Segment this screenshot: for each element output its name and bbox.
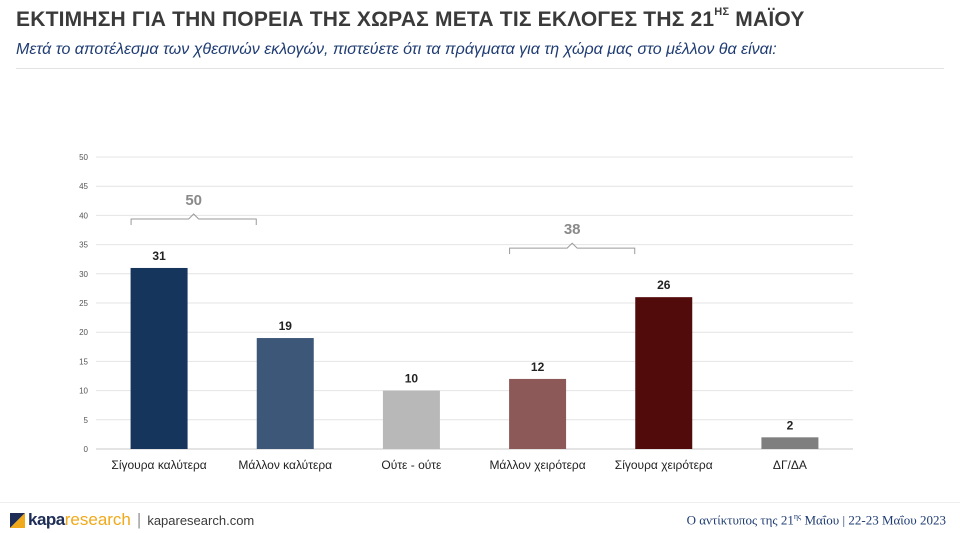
x-tick-label: Ούτε - ούτε <box>381 458 442 472</box>
data-label: 19 <box>279 319 293 333</box>
bracket-label: 38 <box>564 221 581 238</box>
page-title: ΕΚΤΙΜΗΣΗ ΓΙΑ ΤΗΝ ΠΟΡΕΙΑ ΤΗΣ ΧΩΡΑΣ ΜΕΤΑ Τ… <box>16 6 805 32</box>
x-tick-label: Σίγουρα καλύτερα <box>111 458 206 472</box>
bracket-line <box>130 213 257 225</box>
data-label: 12 <box>531 360 545 374</box>
bar <box>256 338 314 449</box>
x-tick-label: ΔΓ/ΔΑ <box>773 458 807 472</box>
page-subtitle: Μετά το αποτέλεσμα των χθεσινών εκλογών,… <box>16 41 777 58</box>
y-tick-label: 20 <box>79 328 88 337</box>
bar <box>130 267 188 449</box>
x-tick-label: Μάλλον χειρότερα <box>489 458 585 472</box>
y-tick-label: 45 <box>79 182 88 191</box>
bar <box>509 378 567 449</box>
y-tick-label: 40 <box>79 211 88 220</box>
bar <box>635 297 693 449</box>
title-end: ΜΑΪΟΥ <box>729 8 805 31</box>
y-tick-label: 35 <box>79 241 88 250</box>
y-tick-label: 5 <box>84 416 89 425</box>
x-tick-label: Μάλλον καλύτερα <box>238 458 332 472</box>
bracket-line <box>509 242 636 255</box>
logo-word-bold: kapa <box>28 510 65 529</box>
data-label: 31 <box>152 249 166 263</box>
footer-caption-prefix: Ο αντίκτυπος της 21 <box>686 512 794 528</box>
title-superscript: ΗΣ <box>714 6 730 18</box>
bar <box>761 437 819 449</box>
y-tick-label: 10 <box>79 387 88 396</box>
footer-caption-mid: Μαΐου | <box>801 512 849 528</box>
logo-separator: | <box>136 510 142 529</box>
logo-mark-icon <box>10 512 25 528</box>
data-label: 26 <box>657 278 671 292</box>
y-tick-label: 15 <box>79 357 88 366</box>
footer-caption: Ο αντίκτυπος της 21ης Μαΐου | 22-23 Μαΐο… <box>687 512 946 528</box>
data-label: 10 <box>405 372 419 386</box>
title-main: ΕΚΤΙΜΗΣΗ ΓΙΑ ΤΗΝ ΠΟΡΕΙΑ ΤΗΣ ΧΩΡΑΣ ΜΕΤΑ Τ… <box>16 8 715 31</box>
y-tick-label: 30 <box>79 270 88 279</box>
data-label: 2 <box>787 418 794 432</box>
header-divider <box>16 68 944 69</box>
x-tick-label: Σίγουρα χειρότερα <box>615 458 713 472</box>
y-tick-label: 50 <box>79 153 88 162</box>
logo-word-light: research <box>64 510 131 529</box>
y-tick-label: 25 <box>79 299 88 308</box>
footer-caption-sup: ης <box>793 512 802 521</box>
footer-divider <box>0 502 960 503</box>
bracket-label: 50 <box>185 192 202 209</box>
brand-logo: kapa research | kaparesearch.com <box>10 510 254 530</box>
footer: kapa research | kaparesearch.com Ο αντίκτ… <box>0 502 960 532</box>
bar-chart: 0 5 10 15 20 25 30 35 40 45 50 31 Σίγουρα καλύτερα 19… <box>79 153 853 472</box>
survey-date: 22-23 Μαΐου 2023 <box>848 512 946 528</box>
website-url: kaparesearch.com <box>147 512 255 528</box>
y-tick-label: 0 <box>84 445 89 454</box>
bar <box>382 390 440 449</box>
